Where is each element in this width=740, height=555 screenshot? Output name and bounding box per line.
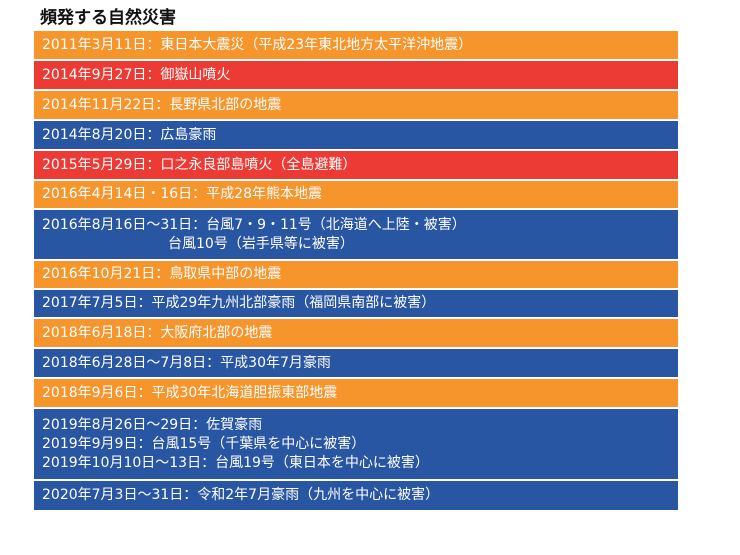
list-item: 2016年10月21日：鳥取県中部の地震: [34, 261, 678, 288]
list-item: 2016年8月16日〜31日：台風7・9・11号（北海道へ上陸・被害） 台風10…: [34, 210, 678, 259]
list-item: 2017年7月5日：平成29年九州北部豪雨（福岡県南部に被害）: [34, 290, 678, 317]
event-text: 2019年8月26日〜29日：佐賀豪雨: [42, 416, 263, 433]
list-item: 2020年7月3日〜31日：令和2年7月豪雨（九州を中心に被害）: [34, 481, 678, 510]
list-item: 2015年5月29日：口之永良部島噴火（全島避難）: [34, 151, 678, 179]
event-text: 2016年4月14日・16日：平成28年熊本地震: [42, 186, 322, 202]
disaster-list: 2011年3月11日：東日本大震災（平成23年東北地方太平洋沖地震） 2014年…: [34, 31, 678, 512]
event-text: 2018年6月28日〜7月8日：平成30年7月豪雨: [42, 354, 331, 371]
event-text: 2018年6月18日：大阪府北部の地震: [42, 324, 273, 341]
list-item: 2018年9月6日：平成30年北海道胆振東部地震: [34, 379, 678, 407]
event-text: 2017年7月5日：平成29年九州北部豪雨（福岡県南部に被害）: [42, 295, 436, 311]
event-text: 台風10号（岩手県等に被害）: [42, 235, 354, 252]
event-text: 2016年8月16日〜31日：台風7・9・11号（北海道へ上陸・被害）: [42, 216, 466, 233]
list-item: 2018年6月28日〜7月8日：平成30年7月豪雨: [34, 349, 678, 377]
event-text: 2018年9月6日：平成30年北海道胆振東部地震: [42, 384, 338, 401]
event-text: 2020年7月3日〜31日：令和2年7月豪雨（九州を中心に被害）: [42, 487, 440, 503]
event-text: 2014年8月20日：広島豪雨: [42, 126, 217, 143]
list-item: 2019年8月26日〜29日：佐賀豪雨 2019年9月9日：台風15号（千葉県を…: [34, 409, 678, 479]
page-title: 頻発する自然災害: [40, 8, 176, 28]
event-text: 2014年11月22日：長野県北部の地震: [42, 96, 282, 113]
list-item: 2014年9月27日：御嶽山噴火: [34, 61, 678, 89]
list-item: 2011年3月11日：東日本大震災（平成23年東北地方太平洋沖地震）: [34, 31, 678, 59]
list-item: 2016年4月14日・16日：平成28年熊本地震: [34, 181, 678, 208]
event-text: 2019年10月10日〜13日：台風19号（東日本を中心に被害）: [42, 454, 429, 471]
event-text: 2019年9月9日：台風15号（千葉県を中心に被害）: [42, 435, 366, 452]
event-text: 2011年3月11日：東日本大震災（平成23年東北地方太平洋沖地震）: [42, 36, 473, 53]
event-text: 2015年5月29日：口之永良部島噴火（全島避難）: [42, 156, 357, 173]
list-item: 2018年6月18日：大阪府北部の地震: [34, 319, 678, 347]
event-text: 2016年10月21日：鳥取県中部の地震: [42, 266, 282, 282]
list-item: 2014年11月22日：長野県北部の地震: [34, 91, 678, 119]
list-item: 2014年8月20日：広島豪雨: [34, 121, 678, 149]
event-text: 2014年9月27日：御嶽山噴火: [42, 66, 231, 83]
